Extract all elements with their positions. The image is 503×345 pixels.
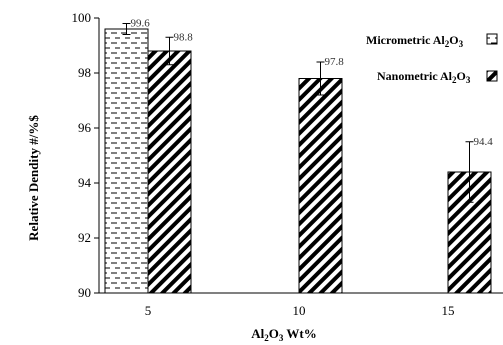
legend-label-micrometric: Micrometric Al2O3 — [366, 33, 464, 49]
legend: Micrometric Al2O3 Nanometric Al2O3 — [366, 33, 498, 85]
x-axis: 5 10 15 — [99, 292, 503, 318]
x-tick-label: 15 — [442, 303, 455, 318]
legend-swatch-micrometric — [486, 33, 498, 45]
y-tick-label: 90 — [78, 285, 91, 300]
x-axis-title: Al2O3 Wt% — [251, 326, 316, 343]
y-tick-label: 92 — [78, 230, 91, 245]
y-tick-label: 100 — [72, 10, 92, 25]
data-label: 94.4 — [474, 136, 494, 148]
bar — [104, 28, 149, 294]
y-tick-label: 94 — [78, 175, 92, 190]
y-tick-label: 96 — [78, 120, 92, 135]
bar — [147, 50, 192, 294]
y-tick-label: 98 — [78, 65, 91, 80]
bar — [298, 78, 343, 294]
legend-label-nanometric: Nanometric Al2O3 — [377, 69, 471, 85]
x-tick-label: 10 — [293, 303, 306, 318]
legend-swatch-nanometric — [486, 70, 498, 82]
data-label: 97.8 — [325, 56, 345, 68]
x-tick-label: 5 — [145, 303, 152, 318]
data-label: 98.8 — [174, 31, 194, 43]
y-axis-title: Relative Dendity #/%$ — [26, 115, 41, 241]
y-axis: 90 92 94 96 98 100 — [72, 10, 100, 300]
bars: 99.6 98.8 97.8 94.4 — [104, 18, 494, 294]
data-label: 99.6 — [131, 18, 151, 30]
